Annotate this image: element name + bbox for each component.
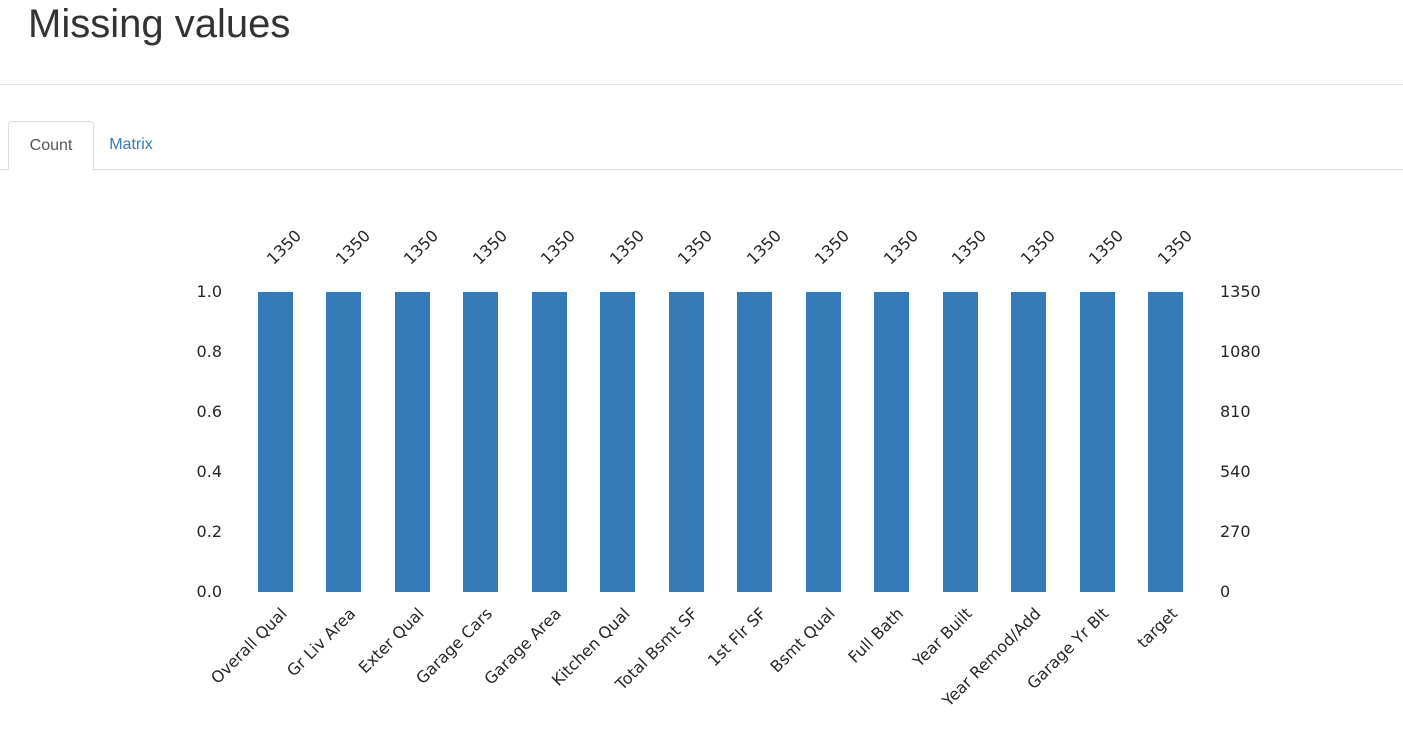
x-axis-label-1st-flr-sf: 1st Flr SF — [704, 604, 771, 671]
y-axis-right-tick: 1350 — [1220, 282, 1261, 301]
y-axis-right-tick: 270 — [1220, 522, 1251, 541]
bar-value-label-bsmt-qual: 1350 — [811, 226, 854, 269]
bar-overall-qual — [257, 292, 293, 592]
y-axis-right-tick: 810 — [1220, 402, 1251, 421]
y-axis-right-tick: 1080 — [1220, 342, 1261, 361]
x-axis-label-bsmt-qual: Bsmt Qual — [766, 604, 839, 677]
bar-value-label-kitchen-qual: 1350 — [605, 226, 648, 269]
bar-garage-yr-blt — [1079, 292, 1115, 592]
bar-year-built — [942, 292, 978, 592]
y-axis-left-tick: 0.6 — [196, 402, 222, 421]
y-axis-right-tick: 0 — [1220, 582, 1231, 601]
bar-kitchen-qual — [600, 292, 636, 592]
y-axis-right-tick: 540 — [1220, 462, 1251, 481]
y-axis-left-tick: 0.0 — [196, 582, 222, 601]
header-divider — [0, 84, 1403, 85]
bar-gr-liv-area — [326, 292, 362, 592]
x-axis-label-gr-liv-area: Gr Liv Area — [282, 604, 360, 681]
tab-bar-divider — [0, 169, 1403, 170]
bar-value-label-overall-qual: 1350 — [263, 226, 306, 269]
bar-garage-area — [531, 292, 567, 592]
bar-full-bath — [874, 292, 910, 592]
x-axis-label-exter-qual: Exter Qual — [354, 604, 428, 678]
bar-value-label-exter-qual: 1350 — [400, 226, 443, 269]
bar-year-remod-add — [1011, 292, 1047, 592]
y-axis-left-tick: 1.0 — [196, 282, 222, 301]
bar-value-label-garage-cars: 1350 — [468, 226, 511, 269]
page-title: Missing values — [28, 2, 291, 46]
x-axis-label-full-bath: Full Bath — [844, 604, 908, 667]
bar-value-label-gr-liv-area: 1350 — [331, 226, 374, 269]
bar-value-label-target: 1350 — [1153, 226, 1196, 269]
y-axis-left-tick: 0.8 — [196, 342, 222, 361]
x-axis-label-target: target — [1133, 604, 1182, 652]
tab-matrix[interactable]: Matrix — [109, 136, 153, 153]
bar-total-bsmt-sf — [668, 292, 704, 592]
bar-value-label-full-bath: 1350 — [879, 226, 922, 269]
bar-value-label-garage-yr-blt: 1350 — [1085, 226, 1128, 269]
tab-count[interactable]: Count — [8, 121, 94, 170]
bar-bsmt-qual — [805, 292, 841, 592]
bar-value-label-garage-area: 1350 — [537, 226, 580, 269]
bar-value-label-year-built: 1350 — [948, 226, 991, 269]
bar-target — [1148, 292, 1184, 592]
bar-value-label-total-bsmt-sf: 1350 — [674, 226, 717, 269]
bar-exter-qual — [394, 292, 430, 592]
bar-1st-flr-sf — [737, 292, 773, 592]
y-axis-left-tick: 0.2 — [196, 522, 222, 541]
x-axis-label-year-built: Year Built — [909, 604, 976, 671]
y-axis-left-tick: 0.4 — [196, 462, 222, 481]
bar-value-label-year-remod-add: 1350 — [1016, 226, 1059, 269]
bar-value-label-1st-flr-sf: 1350 — [742, 226, 785, 269]
x-axis-label-overall-qual: Overall Qual — [207, 604, 291, 688]
bar-garage-cars — [463, 292, 499, 592]
